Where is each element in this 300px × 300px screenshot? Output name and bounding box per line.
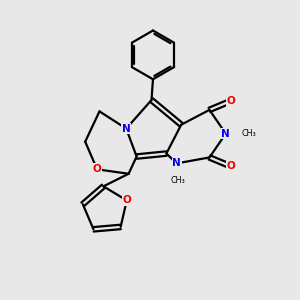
Text: N: N: [122, 124, 130, 134]
Text: O: O: [226, 96, 235, 106]
Text: CH₃: CH₃: [241, 129, 256, 138]
Text: O: O: [226, 161, 235, 171]
Text: N: N: [221, 129, 230, 139]
Text: N: N: [172, 158, 181, 168]
Text: O: O: [122, 195, 131, 206]
Text: O: O: [93, 164, 101, 174]
Text: CH₃: CH₃: [171, 176, 186, 185]
